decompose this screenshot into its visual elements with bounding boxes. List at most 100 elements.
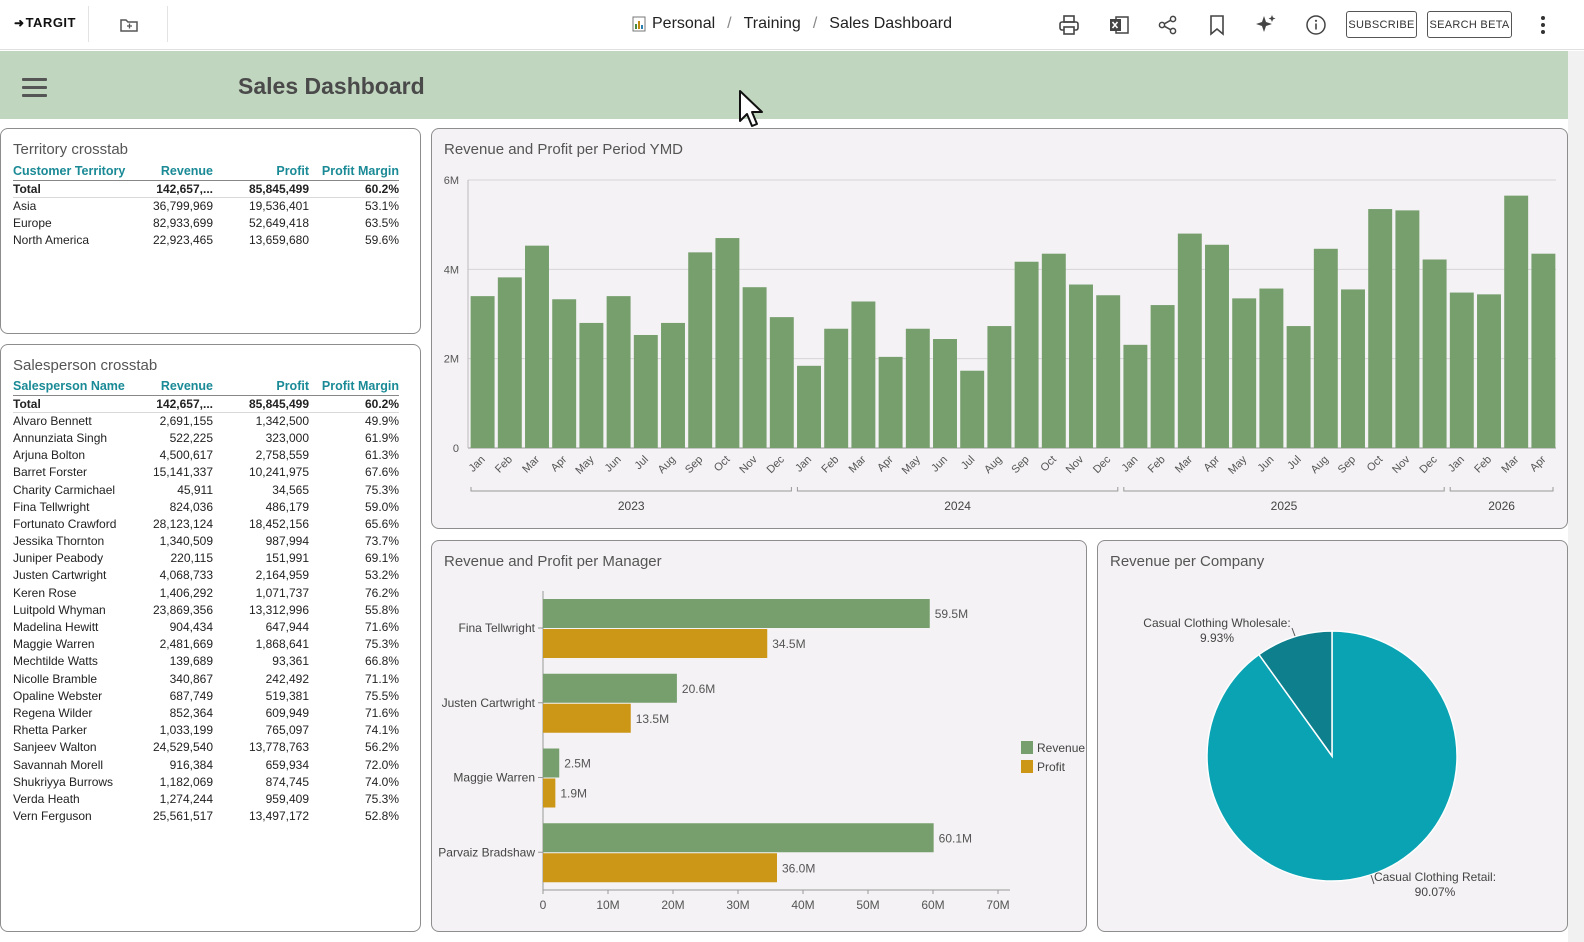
bar[interactable] bbox=[543, 853, 777, 883]
bar[interactable] bbox=[905, 328, 930, 448]
bar[interactable] bbox=[543, 748, 560, 778]
vertical-scrollbar[interactable] bbox=[1568, 51, 1584, 942]
pie-slice[interactable] bbox=[1257, 630, 1333, 759]
table-row[interactable]: Shukriyya Burrows 1,182,069 874,745 74.0% bbox=[13, 773, 399, 790]
table-row[interactable]: Rhetta Parker 1,033,199 765,097 74.1% bbox=[13, 722, 399, 739]
table-row[interactable]: Vern Ferguson 25,561,517 13,497,172 52.8% bbox=[13, 808, 399, 825]
table-row[interactable]: Opaline Webster 687,749 519,381 75.5% bbox=[13, 687, 399, 704]
column-header[interactable]: Customer Territory bbox=[13, 163, 139, 181]
bar[interactable] bbox=[1477, 294, 1501, 448]
bar[interactable] bbox=[797, 365, 821, 448]
subscribe-button[interactable]: SUBSCRIBE bbox=[1346, 11, 1417, 38]
bar[interactable] bbox=[1504, 195, 1529, 448]
table-row[interactable]: Juniper Peabody 220,115 151,991 69.1% bbox=[13, 550, 399, 567]
table-row[interactable]: Barret Forster 15,141,337 10,241,975 67.6% bbox=[13, 464, 399, 481]
legend-label[interactable]: Profit bbox=[1037, 760, 1066, 774]
bar[interactable] bbox=[933, 339, 957, 448]
table-row[interactable]: Justen Cartwright 4,068,733 2,164,959 53.2% bbox=[13, 567, 399, 584]
bar[interactable] bbox=[579, 322, 604, 448]
bar[interactable] bbox=[1341, 289, 1365, 448]
breadcrumb-training[interactable]: Training bbox=[743, 15, 801, 32]
table-row[interactable]: Regena Wilder 852,364 609,949 71.6% bbox=[13, 704, 399, 721]
table-row[interactable]: Savannah Morell 916,384 659,934 72.0% bbox=[13, 756, 399, 773]
table-row[interactable]: Luitpold Whyman 23,869,356 13,312,996 55.8% bbox=[13, 601, 399, 618]
table-row[interactable]: Verda Heath 1,274,244 959,409 75.3% bbox=[13, 790, 399, 807]
column-header[interactable]: Profit bbox=[213, 163, 309, 181]
bar[interactable] bbox=[1150, 305, 1175, 448]
table-row[interactable]: Maggie Warren 2,481,669 1,868,641 75.3% bbox=[13, 636, 399, 653]
bar[interactable] bbox=[543, 823, 934, 853]
total-row[interactable]: Total 142,657,... 85,845,499 60.2% bbox=[13, 395, 399, 413]
column-header[interactable]: Profit Margin bbox=[309, 378, 399, 396]
bar[interactable] bbox=[1368, 209, 1393, 448]
bar[interactable] bbox=[606, 296, 631, 448]
breadcrumb-personal[interactable]: Personal bbox=[652, 15, 716, 32]
bar[interactable] bbox=[688, 252, 713, 448]
bar[interactable] bbox=[497, 277, 522, 448]
column-header[interactable]: Revenue bbox=[139, 378, 213, 396]
bar[interactable] bbox=[543, 629, 768, 658]
table-row[interactable]: Keren Rose 1,406,292 1,071,737 76.2% bbox=[13, 584, 399, 601]
table-row[interactable]: Jessika Thornton 1,340,509 987,994 73.7% bbox=[13, 533, 399, 550]
table-row[interactable]: Annunziata Singh 522,225 323,000 61.9% bbox=[13, 429, 399, 446]
ai-sparkle-icon[interactable] bbox=[1253, 12, 1279, 38]
table-row[interactable]: Arjuna Bolton 4,500,617 2,758,559 61.3% bbox=[13, 447, 399, 464]
table-row[interactable]: Europe 82,933,699 52,649,418 63.5% bbox=[13, 214, 399, 231]
table-row[interactable]: Fortunato Crawford 28,123,124 18,452,156 65… bbox=[13, 515, 399, 532]
bar[interactable] bbox=[1123, 344, 1148, 448]
bar[interactable] bbox=[633, 334, 658, 448]
bar[interactable] bbox=[1205, 244, 1229, 448]
table-row[interactable]: Asia 36,799,969 19,536,401 53.1% bbox=[13, 197, 399, 214]
search-beta-button[interactable]: SEARCH BETA bbox=[1427, 11, 1512, 38]
more-menu-icon[interactable] bbox=[1530, 12, 1556, 38]
bar[interactable] bbox=[878, 356, 903, 448]
table-row[interactable]: Nicolle Bramble 340,867 242,492 71.1% bbox=[13, 670, 399, 687]
column-header[interactable]: Salesperson Name bbox=[13, 378, 139, 396]
hamburger-menu-icon[interactable] bbox=[22, 78, 47, 98]
column-header[interactable]: Profit bbox=[213, 378, 309, 396]
total-row[interactable]: Total 142,657,... 85,845,499 60.2% bbox=[13, 180, 399, 198]
bar[interactable] bbox=[1531, 253, 1556, 448]
table-row[interactable]: Alvaro Bennett 2,691,155 1,342,500 49.9% bbox=[13, 412, 399, 429]
print-icon[interactable] bbox=[1056, 12, 1082, 38]
bar[interactable] bbox=[661, 322, 685, 448]
bar[interactable] bbox=[1259, 288, 1284, 448]
bar[interactable] bbox=[715, 238, 740, 448]
legend-label[interactable]: Revenue bbox=[1037, 741, 1085, 755]
bar[interactable] bbox=[543, 778, 556, 808]
bar[interactable] bbox=[1232, 298, 1257, 448]
bar[interactable] bbox=[1069, 284, 1093, 448]
bar[interactable] bbox=[824, 328, 849, 448]
bar[interactable] bbox=[742, 287, 767, 448]
table-row[interactable]: North America 22,923,465 13,659,680 59.6% bbox=[13, 232, 399, 249]
bar[interactable] bbox=[1313, 248, 1338, 448]
share-icon[interactable] bbox=[1155, 12, 1181, 38]
bar[interactable] bbox=[987, 326, 1012, 448]
bar[interactable] bbox=[470, 296, 495, 448]
table-row[interactable]: Charity Carmichael 45,911 34,565 75.3% bbox=[13, 481, 399, 498]
bar[interactable] bbox=[1096, 295, 1121, 448]
bar[interactable] bbox=[543, 703, 631, 733]
bar[interactable] bbox=[769, 317, 794, 448]
bar[interactable] bbox=[1041, 253, 1066, 448]
table-row[interactable]: Fina Tellwright 824,036 486,179 59.0% bbox=[13, 498, 399, 515]
bar[interactable] bbox=[1014, 261, 1039, 448]
bar[interactable] bbox=[851, 301, 876, 448]
bar[interactable] bbox=[1422, 259, 1447, 448]
column-header[interactable]: Revenue bbox=[139, 163, 213, 181]
bar[interactable] bbox=[552, 299, 577, 448]
info-icon[interactable] bbox=[1303, 12, 1329, 38]
table-row[interactable]: Mechtilde Watts 139,689 93,361 66.8% bbox=[13, 653, 399, 670]
targit-logo[interactable]: ➜TARGIT bbox=[14, 15, 76, 30]
bar[interactable] bbox=[1177, 233, 1202, 448]
table-row[interactable]: Madelina Hewitt 904,434 647,944 71.6% bbox=[13, 618, 399, 635]
bar[interactable] bbox=[960, 370, 985, 448]
column-header[interactable]: Profit Margin bbox=[309, 163, 399, 181]
bar[interactable] bbox=[1286, 326, 1311, 448]
bar[interactable] bbox=[525, 245, 549, 448]
bar[interactable] bbox=[543, 673, 677, 703]
excel-icon[interactable] bbox=[1106, 12, 1132, 38]
bar[interactable] bbox=[1449, 292, 1474, 448]
bar[interactable] bbox=[1395, 210, 1420, 448]
bar[interactable] bbox=[543, 599, 930, 628]
